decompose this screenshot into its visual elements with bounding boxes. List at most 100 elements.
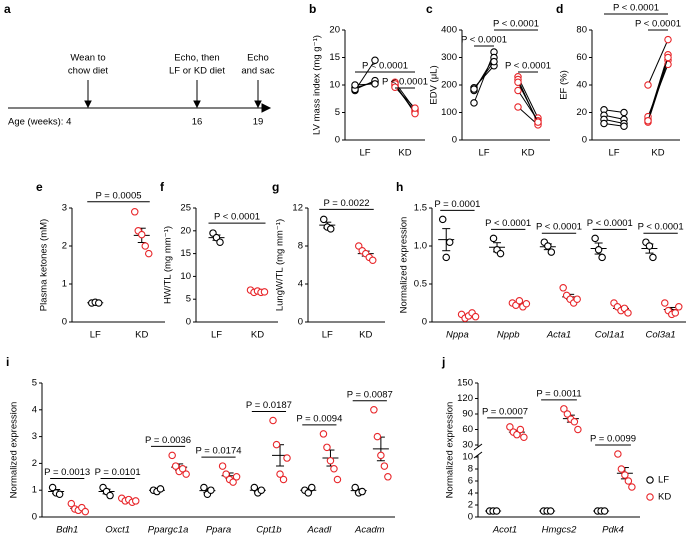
data-point xyxy=(260,288,269,296)
data-point xyxy=(326,456,335,465)
panel-label: b xyxy=(309,2,316,16)
data-point xyxy=(48,483,57,492)
age-tick: 19 xyxy=(253,117,264,128)
data-point xyxy=(138,230,146,239)
data-point xyxy=(308,483,316,492)
data-point xyxy=(377,451,385,460)
data-point xyxy=(304,489,313,497)
x-tick-label: KD xyxy=(398,148,411,159)
p-value: P < 0.0001 xyxy=(461,35,507,46)
y-axis-label: Normalized expression xyxy=(445,402,456,499)
data-point xyxy=(470,85,478,93)
data-point xyxy=(644,117,652,125)
panel-label: i xyxy=(6,355,9,369)
data-point xyxy=(371,56,379,64)
data-point xyxy=(257,486,266,494)
y-axis-label: EF (%) xyxy=(559,70,570,100)
data-point xyxy=(445,238,454,246)
arrowhead xyxy=(261,103,272,113)
data-point xyxy=(573,295,581,303)
data-point xyxy=(269,416,277,425)
y-tick-label: 20 xyxy=(576,107,587,118)
y-axis-label: LV mass index (mg g⁻¹) xyxy=(312,35,323,135)
data-point xyxy=(492,507,501,515)
event-label: Wean to xyxy=(70,53,105,64)
x-tick-label: Col1a1 xyxy=(595,330,625,341)
y-axis-label: Plasma ketones (mM) xyxy=(39,219,50,311)
data-point xyxy=(81,507,90,516)
y-tick-label: 80 xyxy=(576,25,587,36)
data-point xyxy=(661,299,669,307)
data-point xyxy=(620,108,628,117)
data-point xyxy=(544,242,552,250)
data-point xyxy=(470,99,478,107)
x-tick-label: Acadl xyxy=(306,525,332,536)
y-tick-label: 2 xyxy=(62,241,67,252)
y-tick-label: 20 xyxy=(180,225,191,236)
data-point xyxy=(515,296,524,305)
x-tick-label: KD xyxy=(135,330,148,341)
x-tick-label: Acta1 xyxy=(546,330,571,341)
p-value: P < 0.0001 xyxy=(635,19,681,30)
data-point xyxy=(598,253,606,262)
y-tick-label: 0 xyxy=(582,135,587,146)
x-tick-label: LF xyxy=(211,330,222,341)
x-tick-label: LF xyxy=(359,148,370,159)
data-point xyxy=(514,78,522,87)
x-tick-label: KD xyxy=(251,330,264,341)
panel-label: e xyxy=(36,180,43,194)
p-value: P < 0.0001 xyxy=(536,222,582,233)
data-point xyxy=(384,473,392,481)
y-tick-label: 90 xyxy=(462,409,473,420)
x-tick-label: Col3a1 xyxy=(646,330,676,341)
y-tick-label: 6 xyxy=(468,476,473,487)
p-value: P = 0.0036 xyxy=(145,435,191,446)
data-point xyxy=(333,475,342,484)
p-value: P = 0.0013 xyxy=(44,467,90,478)
data-point xyxy=(319,430,328,438)
data-point xyxy=(326,225,335,233)
x-tick-label: LF xyxy=(608,148,619,159)
data-point xyxy=(664,35,672,44)
panel-label: g xyxy=(272,180,279,194)
data-point xyxy=(560,405,568,413)
p-value: P < 0.0001 xyxy=(587,218,633,229)
data-point xyxy=(178,465,187,473)
data-point xyxy=(496,249,505,258)
event-label: LF or KD diet xyxy=(169,66,225,77)
data-point xyxy=(156,485,165,493)
x-tick-label: LF xyxy=(322,330,333,341)
arrowhead xyxy=(193,100,201,109)
data-point xyxy=(218,462,227,470)
p-value: P = 0.0005 xyxy=(95,190,141,201)
y-tick-label: 120 xyxy=(457,393,473,404)
data-point xyxy=(649,253,657,262)
y-axis-label: Normalized expression xyxy=(9,402,20,499)
data-point xyxy=(516,425,525,434)
data-point xyxy=(411,104,419,112)
x-tick-label: Acot1 xyxy=(492,525,517,536)
data-point xyxy=(594,246,603,254)
y-tick-label: 4 xyxy=(468,488,473,499)
y-tick-label: 1 xyxy=(32,485,37,496)
p-value: P = 0.0094 xyxy=(296,413,342,424)
y-tick-label: 1.0 xyxy=(414,241,427,252)
y-tick-label: 8 xyxy=(468,464,473,475)
data-point xyxy=(200,483,208,492)
y-tick-label: 10 xyxy=(180,271,191,282)
data-point xyxy=(442,253,450,262)
p-value: P = 0.0174 xyxy=(195,446,241,457)
y-tick-label: 1 xyxy=(62,279,67,290)
panel-label: h xyxy=(396,180,403,194)
data-point xyxy=(371,80,379,88)
p-value: P < 0.0001 xyxy=(493,19,539,30)
y-tick-label: 0 xyxy=(186,317,191,328)
data-point xyxy=(351,81,359,89)
y-axis-label: Normalized expression xyxy=(399,217,410,314)
y-tick-label: 400 xyxy=(441,25,457,36)
data-point xyxy=(272,440,281,449)
p-value: P = 0.0007 xyxy=(482,406,528,417)
data-point xyxy=(620,122,628,131)
data-point xyxy=(628,483,636,491)
